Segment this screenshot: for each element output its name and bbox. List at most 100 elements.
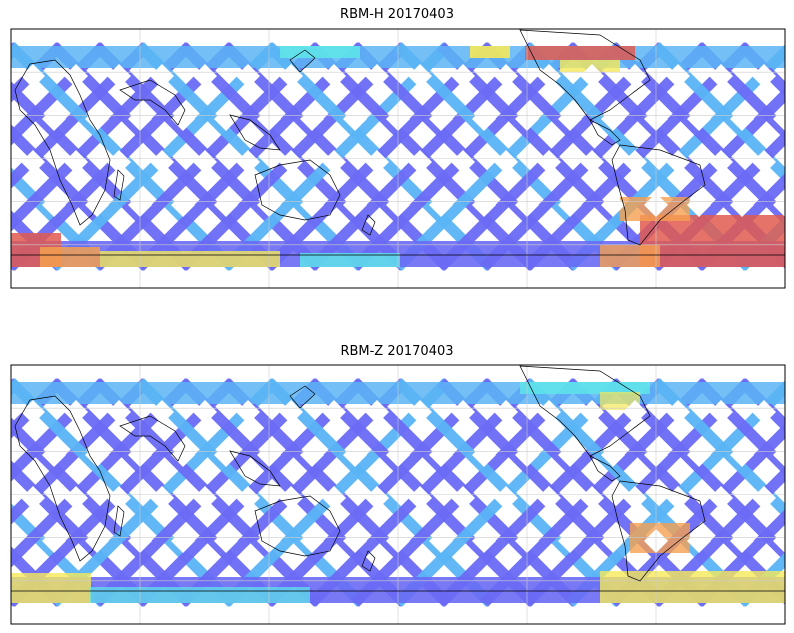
hotspot: [600, 245, 660, 267]
gap: [107, 486, 131, 510]
gap: [365, 400, 389, 424]
gap: [343, 529, 367, 553]
panel-title-rbm-z: RBM-Z 20170403: [340, 344, 454, 359]
gap: [21, 486, 45, 510]
gap: [150, 64, 174, 88]
gap: [623, 64, 647, 88]
gap: [580, 486, 604, 510]
track-swath: [781, 259, 785, 267]
landmass-outline: [289, 49, 316, 73]
gap: [42, 193, 66, 217]
gap: [752, 400, 776, 424]
gap: [85, 443, 109, 467]
gap: [343, 193, 367, 217]
landmass-outline: [14, 395, 111, 562]
gap: [408, 400, 432, 424]
gap: [451, 150, 475, 174]
hotspot: [100, 251, 280, 267]
gap: [300, 107, 324, 131]
track-swath: [695, 509, 785, 607]
landmass-outline: [229, 450, 281, 487]
landmass-outline: [361, 214, 376, 236]
gap: [365, 150, 389, 174]
gap: [21, 400, 45, 424]
gap: [494, 400, 518, 424]
hotspot: [600, 571, 785, 603]
gap: [193, 400, 217, 424]
landmass-outline: [289, 385, 316, 409]
gap: [580, 400, 604, 424]
swath-gaps: [21, 64, 785, 217]
hotspot: [280, 46, 360, 58]
gap: [42, 529, 66, 553]
gap: [752, 64, 776, 88]
gap: [666, 486, 690, 510]
gap: [214, 107, 238, 131]
gap: [365, 486, 389, 510]
gap: [666, 400, 690, 424]
landmass-outline: [519, 29, 651, 121]
gap: [429, 443, 453, 467]
gap: [730, 529, 754, 553]
track-swath: [11, 378, 107, 482]
gap: [343, 443, 367, 467]
gap: [107, 150, 131, 174]
gap: [494, 486, 518, 510]
track-swath: [11, 210, 64, 271]
track-swath: [11, 42, 107, 146]
hotspot: [90, 587, 310, 603]
gap: [21, 150, 45, 174]
gap: [64, 150, 88, 174]
gap: [300, 443, 324, 467]
track-swath: [11, 167, 107, 271]
gap: [365, 64, 389, 88]
gap: [451, 400, 475, 424]
landmass-outline: [519, 365, 651, 457]
track-swath: [738, 378, 785, 433]
hotspot: [300, 253, 400, 267]
graticule: [11, 365, 785, 624]
track-swath: [11, 503, 107, 607]
gap: [601, 443, 625, 467]
landmass-outline: [254, 495, 341, 557]
gap: [730, 193, 754, 217]
gap: [558, 443, 582, 467]
gap: [623, 150, 647, 174]
gap: [64, 64, 88, 88]
gap: [171, 529, 195, 553]
gap: [322, 64, 346, 88]
gap: [623, 400, 647, 424]
gap: [42, 443, 66, 467]
gap: [236, 486, 260, 510]
gap: [752, 486, 776, 510]
gap: [773, 193, 785, 217]
gap: [300, 529, 324, 553]
gap: [601, 107, 625, 131]
gap: [214, 193, 238, 217]
gap: [408, 150, 432, 174]
gap: [537, 400, 561, 424]
gap: [193, 486, 217, 510]
coastlines: [11, 365, 785, 592]
gap: [687, 107, 711, 131]
map-frame: [10, 28, 786, 289]
gap: [494, 64, 518, 88]
gap: [85, 107, 109, 131]
gap: [429, 107, 453, 131]
gap: [494, 150, 518, 174]
gap: [171, 443, 195, 467]
gap: [601, 193, 625, 217]
gap: [236, 64, 260, 88]
gap: [709, 486, 733, 510]
landmass-outline: [611, 480, 706, 582]
gap: [322, 400, 346, 424]
track-swath: [738, 552, 785, 607]
landmass-outline: [113, 169, 125, 201]
gap: [107, 400, 131, 424]
gap: [408, 64, 432, 88]
gap: [580, 64, 604, 88]
gap: [214, 529, 238, 553]
gap: [64, 486, 88, 510]
landmass-outline: [119, 79, 186, 126]
